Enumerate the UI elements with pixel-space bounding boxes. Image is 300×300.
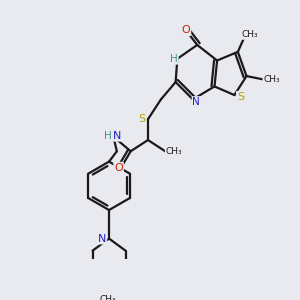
Text: H: H xyxy=(104,131,112,141)
Text: N: N xyxy=(113,131,121,141)
Text: N: N xyxy=(193,97,200,107)
Text: H: H xyxy=(170,54,178,64)
Text: CH₃: CH₃ xyxy=(242,30,258,39)
Text: S: S xyxy=(138,114,146,124)
Text: CH₃: CH₃ xyxy=(99,296,116,300)
Text: CH₃: CH₃ xyxy=(166,147,182,156)
Text: N: N xyxy=(98,234,106,244)
Text: CH₃: CH₃ xyxy=(263,75,280,84)
Text: S: S xyxy=(237,92,244,102)
Text: O: O xyxy=(182,25,190,35)
Text: O: O xyxy=(114,163,123,173)
